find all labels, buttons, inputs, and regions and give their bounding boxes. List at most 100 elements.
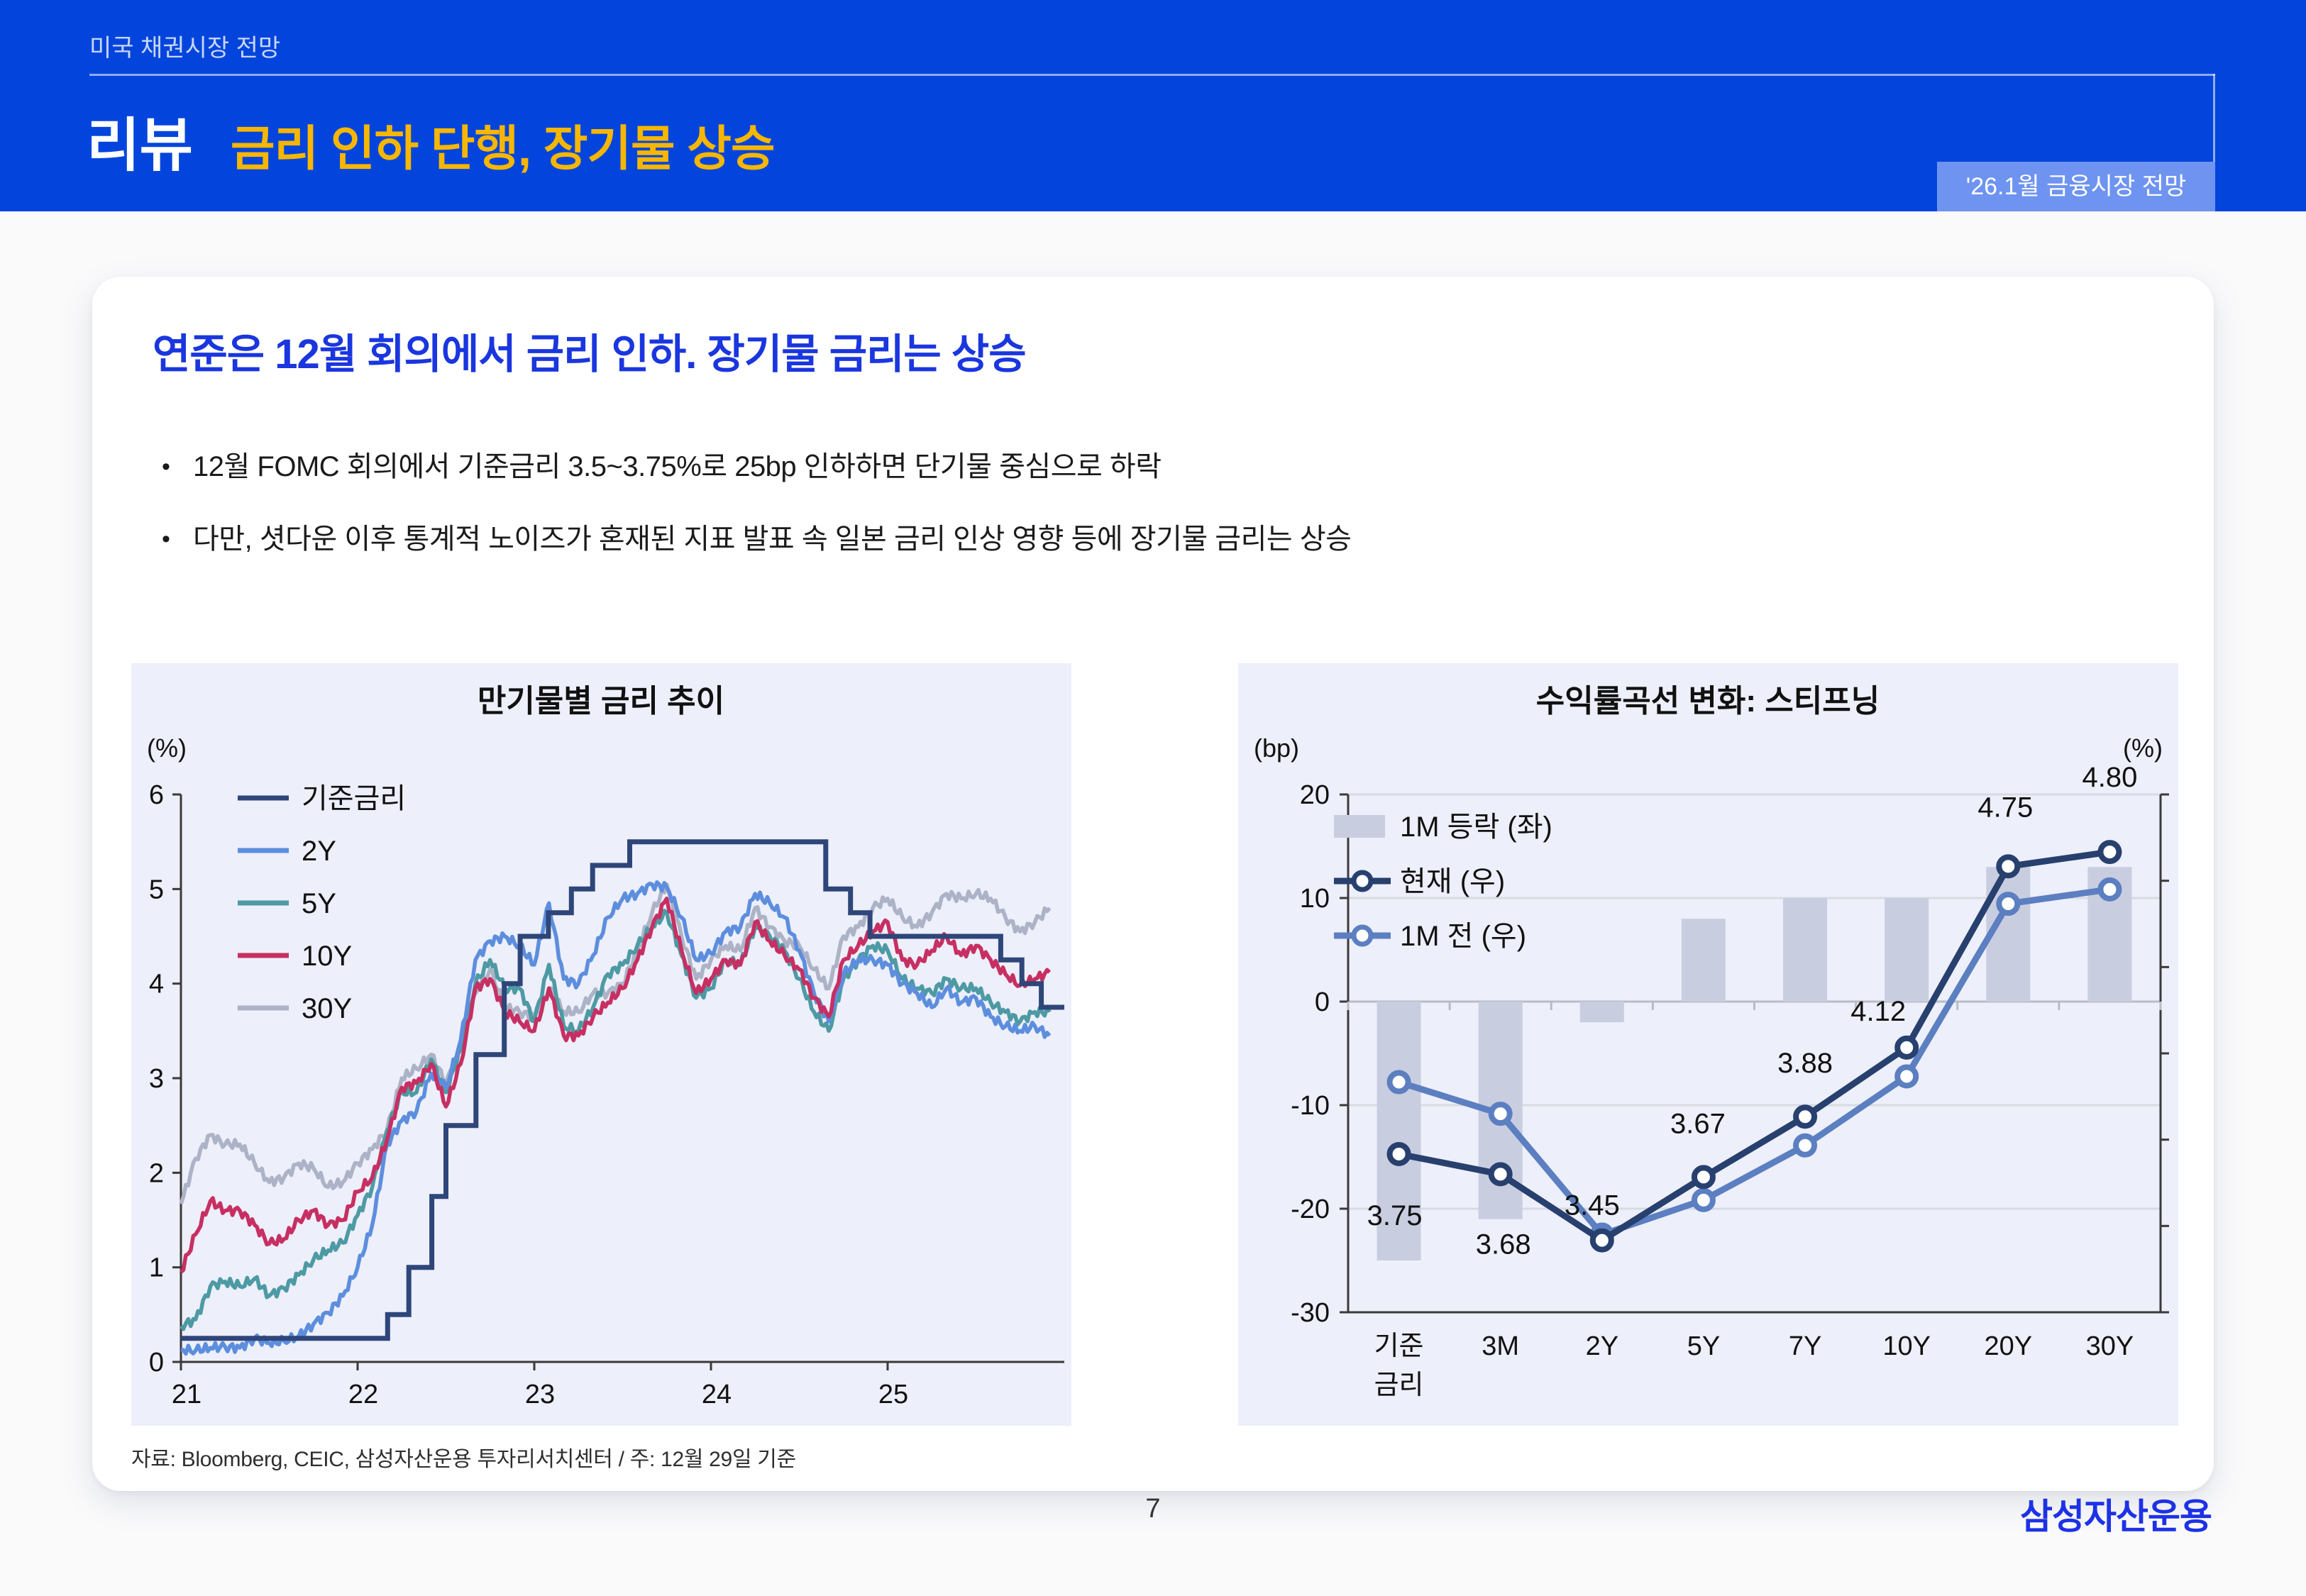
x-tick-label: 22 (348, 1380, 378, 1409)
left-tick-label: -20 (1291, 1195, 1330, 1224)
y-tick-label: 1 (149, 1253, 164, 1283)
marker-현재 (우) (1894, 1035, 1919, 1060)
banner-title-row: 리뷰 금리 인하 단행, 장기물 상승 (87, 98, 776, 182)
bullet-item: • 12월 FOMC 회의에서 기준금리 3.5~3.75%로 25bp 인하하… (162, 448, 1351, 485)
legend-marker-현재 (우) (1351, 870, 1374, 892)
bullet-list: • 12월 FOMC 회의에서 기준금리 3.5~3.75%로 25bp 인하하… (162, 448, 1352, 558)
left-tick-label: 10 (1300, 884, 1330, 914)
legend-label-5Y: 5Y (302, 888, 336, 919)
y-tick-label: 3 (149, 1064, 164, 1094)
x-category-label: 기준 (1374, 1331, 1424, 1361)
marker-1M 전 (우) (2097, 877, 2122, 902)
x-tick-label: 25 (878, 1380, 908, 1409)
page-number: 7 (1145, 1494, 1161, 1524)
y-tick-label: 5 (149, 875, 164, 904)
legend-label-2Y: 2Y (302, 836, 336, 867)
marker-1M 전 (우) (1386, 1070, 1411, 1095)
bar-5Y (1681, 919, 1726, 1002)
x-category-label: 3M (1482, 1331, 1519, 1361)
legend-label-10Y: 10Y (302, 941, 352, 972)
marker-현재 (우) (1793, 1104, 1818, 1129)
source-note: 자료: Bloomberg, CEIC, 삼성자산운용 투자리서치센터 / 주:… (131, 1448, 796, 1471)
marker-현재 (우) (2097, 840, 2122, 865)
y-axis-unit-label: (%) (147, 733, 187, 763)
y-tick-label: 4 (149, 970, 164, 999)
legend-label-현재 (우): 현재 (우) (1400, 866, 1505, 897)
chart-yield-curve-change: 수익률곡선 변화: 스티프닝(bp)(%)20100-10-20-305.04.… (1238, 663, 2218, 1426)
legend-label-1M 전 (우): 1M 전 (우) (1400, 921, 1526, 952)
headline: 연준은 12월 회의에서 금리 인하. 장기물 금리는 상승 (153, 331, 1027, 377)
x-category-label: 10Y (1882, 1331, 1931, 1361)
bullet-item: • 다만, 셧다운 이후 통계적 노이즈가 혼재된 지표 발표 속 일본 금리 … (162, 521, 1352, 558)
chart-title: 수익률곡선 변화: 스티프닝 (1536, 684, 1880, 719)
marker-현재 (우) (1996, 854, 2021, 879)
point-label-2Y: 3.45 (1565, 1190, 1620, 1221)
marker-1M 전 (우) (1488, 1102, 1513, 1126)
marker-1M 전 (우) (1691, 1187, 1716, 1212)
line-1M 전 (우) (1398, 886, 2111, 1238)
x-category-label: 30Y (2086, 1331, 2134, 1361)
yield-curve-change-svg: 수익률곡선 변화: 스티프닝(bp)(%)20100-10-20-305.04.… (1254, 684, 2218, 1400)
bullet-text: 12월 FOMC 회의에서 기준금리 3.5~3.75%로 25bp 인하하면 … (193, 451, 1162, 482)
y-tick-label: 0 (149, 1348, 164, 1378)
marker-현재 (우) (1589, 1228, 1614, 1253)
left-tick-label: 20 (1300, 780, 1330, 810)
legend-swatch-bars (1334, 815, 1385, 838)
x-category-label: 금리 (1374, 1370, 1424, 1400)
chart-rates-by-maturity: 만기물별 금리 추이 (%) 0 1 2 3 4 5 6 21 22 23 24 25 기준금리 2Y 5Y 10… (131, 663, 1071, 1426)
top-banner: 미국 채권시장 전망 리뷰 금리 인하 단행, 장기물 상승 '26.1월 금융… (0, 0, 2306, 211)
x-category-label: 20Y (1985, 1331, 2033, 1361)
chart-title: 만기물별 금리 추이 (478, 684, 724, 719)
series-기준금리 (181, 839, 1064, 1341)
line-현재 (우) (1398, 848, 2111, 1244)
bar-10Y (1885, 898, 1929, 1002)
bar-7Y (1783, 898, 1828, 1002)
left-tick-label: 0 (1315, 987, 1330, 1017)
x-tick-label: 24 (702, 1380, 732, 1409)
y-tick-label: 6 (149, 780, 164, 810)
left-tick-label: -10 (1291, 1091, 1330, 1121)
series-5Y (179, 909, 1052, 1331)
marker-1M 전 (우) (1793, 1133, 1818, 1158)
slide-title: 금리 인하 단행, 장기물 상승 (230, 122, 776, 176)
point-label-3M: 3.68 (1476, 1229, 1531, 1260)
legend-label-기준금리: 기준금리 (302, 783, 406, 814)
content-card: 연준은 12월 회의에서 금리 인하. 장기물 금리는 상승 • 12월 FOM… (92, 277, 2218, 1491)
x-category-label: 5Y (1687, 1331, 1720, 1361)
marker-현재 (우) (1488, 1162, 1513, 1187)
edition-badge: '26.1월 금융시장 전망 (1937, 162, 2215, 211)
x-category-label: 7Y (1789, 1331, 1821, 1361)
legend-label-bars: 1M 등락 (좌) (1400, 811, 1552, 843)
point-label-5Y: 3.67 (1670, 1108, 1726, 1139)
left-tick-label: -30 (1291, 1298, 1330, 1328)
point-label-기준금리: 3.75 (1367, 1200, 1423, 1231)
marker-현재 (우) (1691, 1165, 1716, 1190)
x-category-label: 2Y (1586, 1331, 1618, 1361)
series-10Y (180, 896, 1052, 1274)
bullet-marker-icon: • (162, 453, 170, 480)
bullet-text: 다만, 셧다운 이후 통계적 노이즈가 혼재된 지표 발표 속 일본 금리 인상… (193, 523, 1352, 555)
legend-label-30Y: 30Y (302, 993, 352, 1024)
marker-현재 (우) (1386, 1141, 1411, 1166)
point-label-30Y: 4.80 (2082, 762, 2138, 793)
bullet-marker-icon: • (162, 526, 170, 553)
deck-eyebrow: 미국 채권시장 전망 (89, 35, 281, 62)
marker-1M 전 (우) (1894, 1064, 1919, 1089)
banner-divider-line (89, 74, 2215, 76)
bar-2Y (1579, 1002, 1624, 1023)
section-label: 리뷰 (87, 113, 193, 178)
marker-1M 전 (우) (1996, 892, 2021, 916)
banner-frame-line (2213, 74, 2215, 211)
right-axis-unit-label: (%) (2123, 733, 2163, 763)
y-tick-label: 2 (149, 1158, 164, 1188)
point-label-10Y: 4.12 (1850, 996, 1906, 1027)
left-axis-unit-label: (bp) (1254, 733, 1299, 763)
series-2Y (180, 880, 1052, 1356)
series-30Y (179, 882, 1052, 1205)
x-tick-label: 21 (172, 1380, 202, 1409)
point-label-20Y: 4.75 (1977, 792, 2033, 823)
point-label-7Y: 3.88 (1777, 1048, 1833, 1079)
x-tick-label: 23 (525, 1380, 555, 1409)
bar-기준금리 (1377, 1002, 1421, 1260)
